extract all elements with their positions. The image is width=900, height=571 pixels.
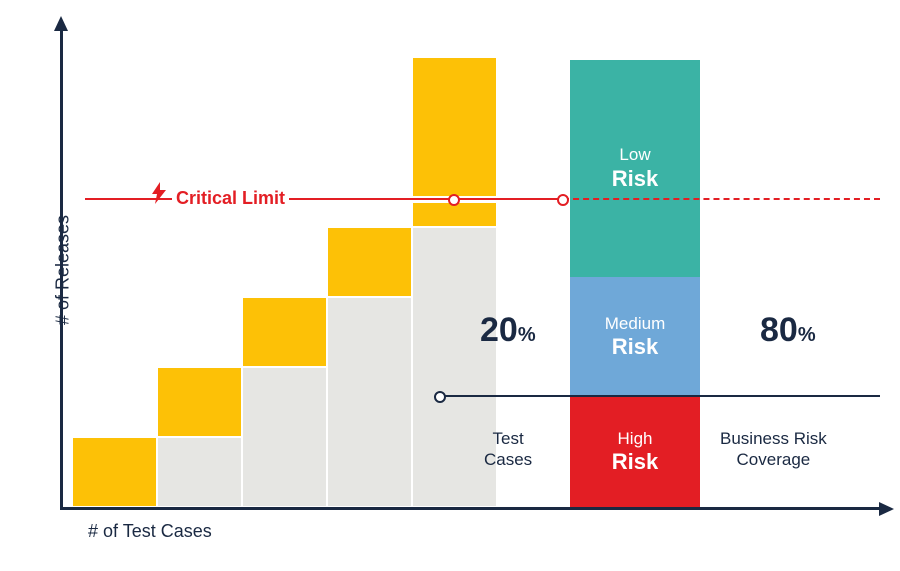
- bolt-icon: [150, 182, 168, 210]
- bar-4-gray: [327, 297, 412, 507]
- pct-20: 20%: [480, 311, 536, 350]
- risk-high: High Risk: [570, 397, 700, 507]
- risk-low-label-2: Risk: [612, 166, 658, 192]
- bar-4-yellow: [327, 227, 412, 297]
- critical-line-mid: [288, 198, 563, 200]
- caption-brc-2: Coverage: [737, 450, 811, 469]
- navy-marker: [434, 391, 446, 403]
- caption-tc-2: Cases: [484, 450, 532, 469]
- caption-brc: Business Risk Coverage: [720, 428, 827, 471]
- risk-low-label-1: Low: [619, 145, 650, 165]
- navy-line: [440, 395, 880, 397]
- bar-5-yellow-upper: [412, 57, 497, 197]
- critical-line-dash: [563, 198, 880, 200]
- critical-label: Critical Limit: [172, 188, 289, 209]
- caption-test-cases: Test Cases: [484, 428, 532, 471]
- risk-high-label-2: Risk: [612, 449, 658, 475]
- pct-80: 80%: [760, 311, 816, 350]
- bar-3-gray: [242, 367, 327, 507]
- x-axis-arrow-icon: [879, 502, 894, 516]
- risk-low: Low Risk: [570, 60, 700, 277]
- risk-medium: Medium Risk: [570, 277, 700, 397]
- pct-80-value: 80: [760, 311, 798, 349]
- caption-brc-1: Business Risk: [720, 429, 827, 448]
- x-axis-label: # of Test Cases: [88, 521, 212, 542]
- caption-tc-1: Test: [493, 429, 524, 448]
- pct-20-unit: %: [518, 324, 536, 346]
- risk-med-label-1: Medium: [605, 314, 665, 334]
- critical-marker-1: [448, 194, 460, 206]
- bar-3-yellow: [242, 297, 327, 367]
- bar-2-yellow: [157, 367, 242, 437]
- pct-80-unit: %: [798, 324, 816, 346]
- y-axis-arrow-icon: [54, 16, 68, 31]
- critical-marker-2: [557, 194, 569, 206]
- risk-med-label-2: Risk: [612, 334, 658, 360]
- bar-2-gray: [157, 437, 242, 507]
- y-axis-label: # of Releases: [53, 215, 74, 325]
- x-axis: [60, 507, 880, 510]
- risk-high-label-1: High: [618, 429, 653, 449]
- pct-20-value: 20: [480, 311, 518, 349]
- bar-1-yellow: [72, 437, 157, 507]
- risk-chart: # of Releases # of Test Cases .bar{width…: [60, 30, 880, 510]
